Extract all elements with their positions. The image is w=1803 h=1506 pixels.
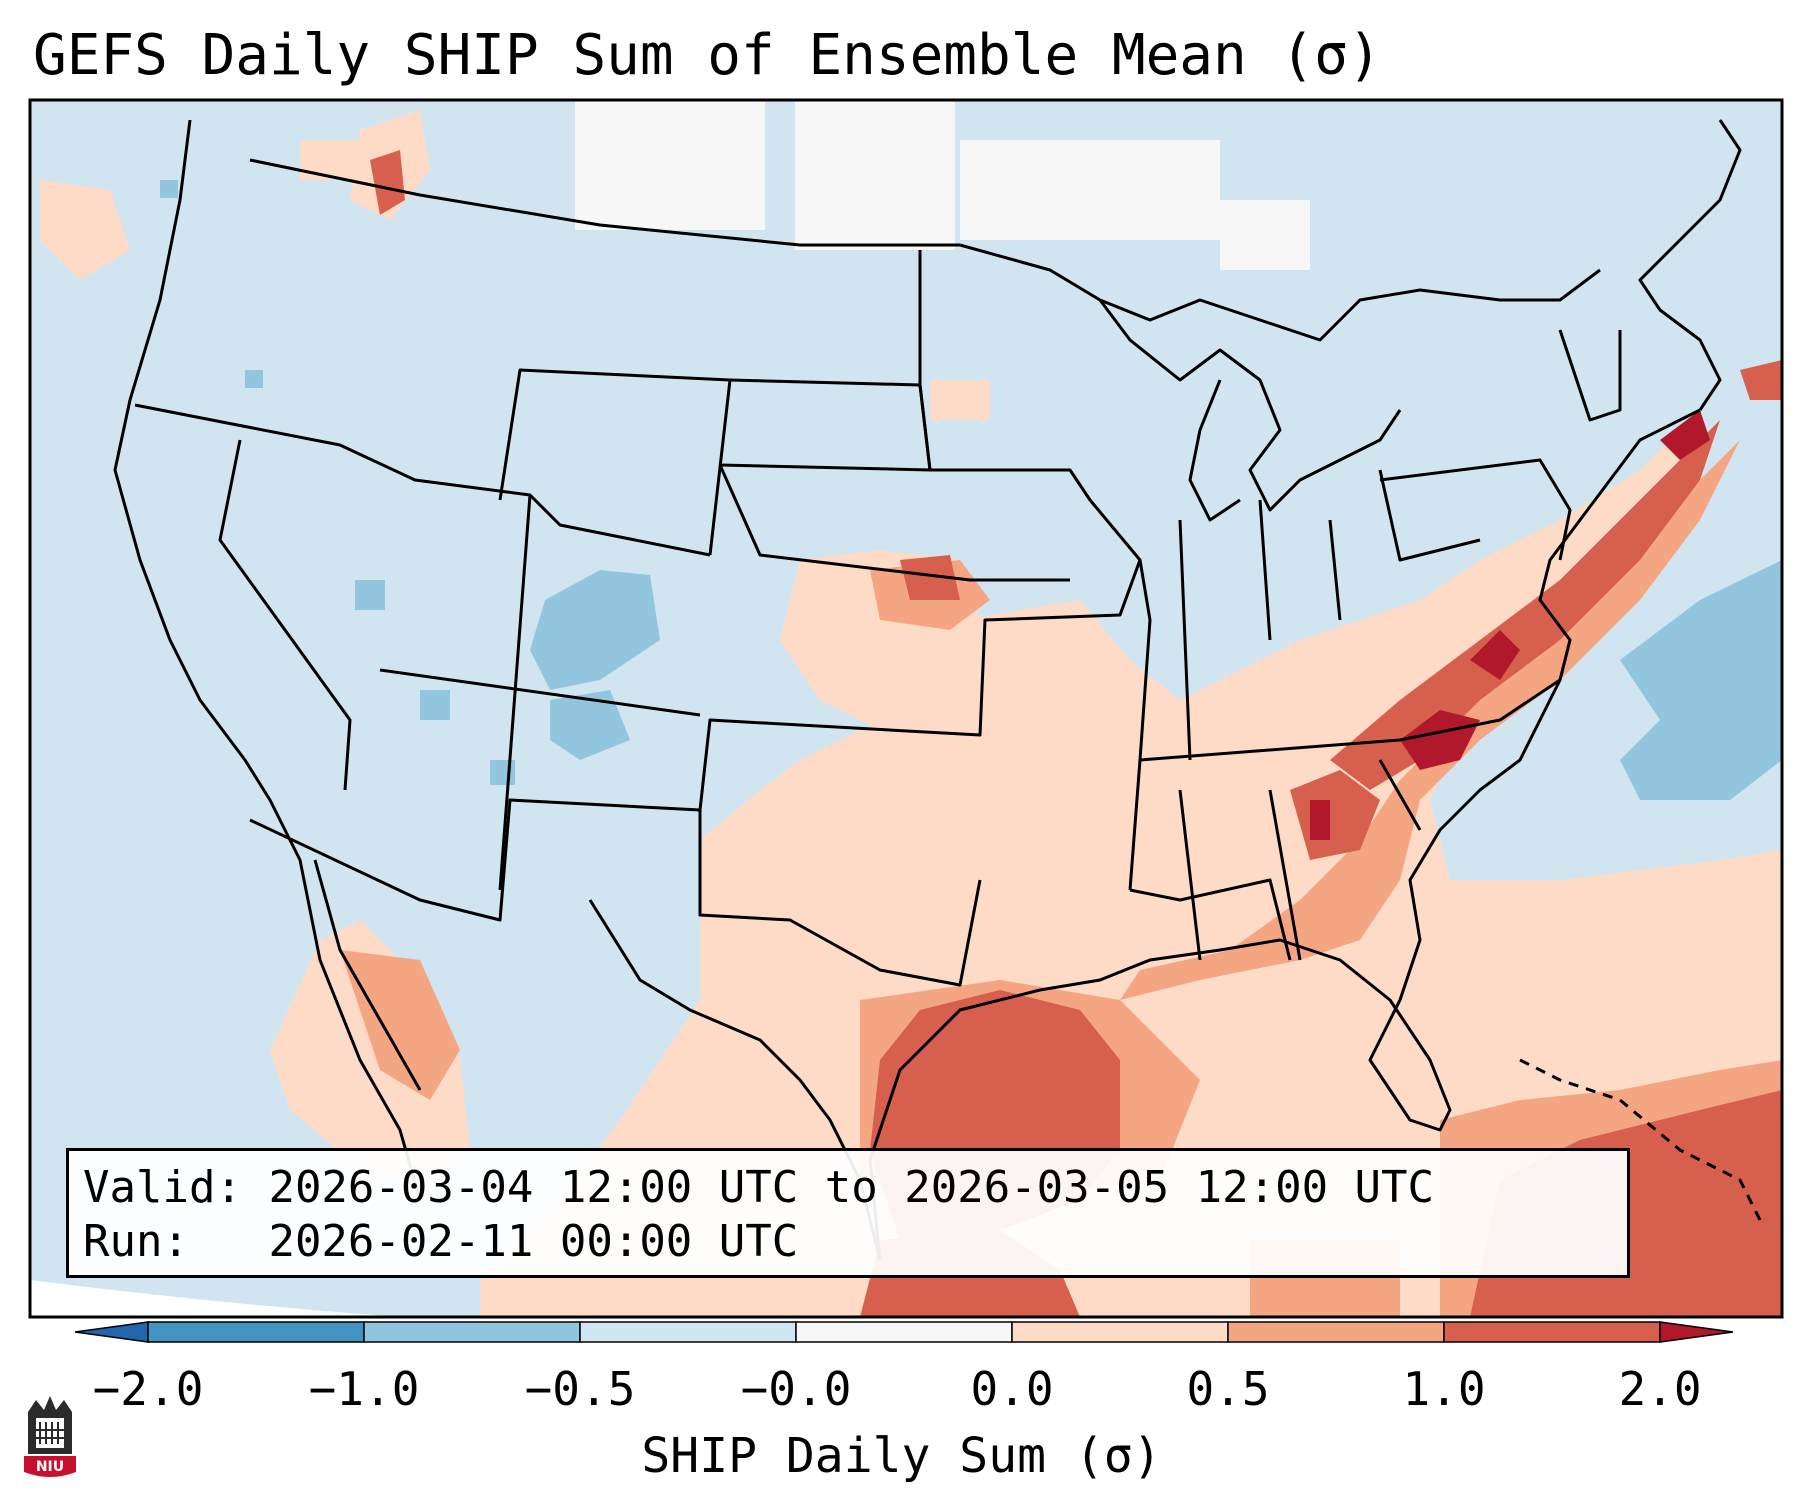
border-az-nm: [498, 494, 532, 891]
colorbar-bin: [795, 1321, 1013, 1343]
colorbar-bin: [579, 1321, 797, 1343]
mid-positive-region: [340, 950, 460, 1100]
border-midwest: [1178, 469, 1481, 761]
colorbar-tick: −0.0: [740, 1362, 852, 1416]
valid-run-box: Valid: 2026-03-04 12:00 UTC to 2026-03-0…: [66, 1148, 1630, 1278]
negative-region: [420, 690, 450, 720]
extreme-region: [1660, 410, 1710, 460]
colorbar: [74, 1321, 1734, 1343]
colorbar-tick: 1.0: [1402, 1362, 1486, 1416]
colorbar-tick: 0.0: [970, 1362, 1054, 1416]
east-gulf-coastline: [868, 408, 1701, 1261]
colorbar-tick: 2.0: [1618, 1362, 1702, 1416]
colorbar-bin: [1011, 1321, 1229, 1343]
strong-positive-region: [1740, 360, 1782, 400]
neutral-patch: [1220, 200, 1310, 270]
colorbar-bin: [363, 1321, 581, 1343]
negative-region: [530, 570, 660, 690]
colorbar-bin: [1443, 1321, 1661, 1343]
extreme-region: [1310, 800, 1330, 840]
run-label: Run:: [83, 1216, 189, 1267]
positive-region: [40, 180, 130, 280]
valid-value: 2026-03-04 12:00 UTC to 2026-03-05 12:00…: [268, 1162, 1435, 1213]
colorbar-tick: −1.0: [308, 1362, 420, 1416]
border-ms-al: [1129, 878, 1292, 961]
colorbar-bin: [147, 1321, 365, 1343]
border-tx: [698, 810, 982, 987]
northeast-coastline: [1638, 119, 1742, 411]
border-or-wa: [134, 403, 341, 447]
negative-region: [355, 580, 385, 610]
colorbar-overflow: [1659, 1321, 1734, 1343]
negative-region: [490, 760, 515, 785]
colorbar-tick: 0.5: [1186, 1362, 1270, 1416]
border-tn-nc: [1139, 678, 1561, 762]
colorbar-underflow: [74, 1321, 149, 1343]
border-southwest: [249, 559, 1142, 922]
map-title: GEFS Daily SHIP Sum of Ensemble Mean (σ): [33, 23, 1382, 88]
run-value: 2026-02-11 00:00 UTC: [268, 1216, 799, 1267]
negative-region: [245, 370, 263, 388]
logo-banner: [24, 1456, 76, 1477]
strong-positive-region: [1330, 420, 1720, 790]
border-nv: [218, 439, 352, 791]
border-ut-az: [379, 668, 701, 717]
west-coastline: [113, 119, 422, 1201]
colorbar-bin: [1227, 1321, 1445, 1343]
baja-gulf-coast: [313, 859, 422, 1091]
map-frame: [28, 98, 1784, 1319]
positive-region: [300, 140, 360, 180]
logo-grid: [36, 1422, 64, 1444]
strong-positive-region: [370, 150, 405, 215]
border-new-england: [1558, 329, 1622, 422]
caribbean-islands: [1519, 1058, 1762, 1221]
colorbar-ticks: −2.0 −1.0 −0.5 −0.0 0.0 0.5 1.0 2.0: [0, 1362, 1803, 1422]
border-ne: [718, 464, 1070, 582]
logo-text: NIU: [36, 1459, 64, 1475]
negative-region: [160, 180, 178, 198]
positive-region: [930, 380, 990, 420]
valid-label: Valid:: [83, 1162, 242, 1213]
great-lakes-outline: [1098, 299, 1402, 512]
border-mn-ia-mo: [918, 250, 1152, 891]
neutral-patch: [795, 100, 955, 250]
map-field: [30, 100, 1782, 1317]
strong-positive-region: [900, 555, 960, 600]
canada-border: [249, 158, 960, 247]
negative-region: [550, 690, 630, 760]
border-ny-pa: [1379, 458, 1572, 561]
geographic-boundaries: [113, 119, 1762, 1261]
neutral-patch: [960, 140, 1220, 240]
colorbar-tick: −2.0: [92, 1362, 204, 1416]
niu-logo: NIU: [24, 1396, 76, 1477]
colorbar-tick: −0.5: [524, 1362, 636, 1416]
canada-border-east: [959, 243, 1601, 342]
extreme-region: [1400, 710, 1480, 770]
border-southeast: [1178, 759, 1422, 961]
neutral-patch: [575, 100, 765, 230]
lake-michigan: [1188, 379, 1241, 522]
colorbar-label: SHIP Daily Sum (σ): [641, 1428, 1162, 1484]
negative-region: [1620, 560, 1782, 800]
extreme-region: [1470, 630, 1520, 680]
